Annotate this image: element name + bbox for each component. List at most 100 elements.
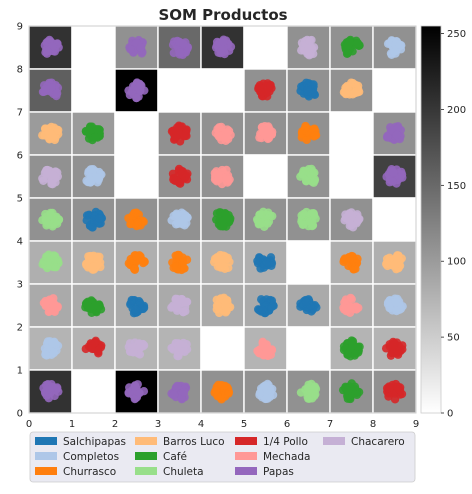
cluster-layer <box>38 35 407 404</box>
som-cell <box>157 68 202 113</box>
cluster-marker <box>381 337 407 360</box>
cluster-marker <box>167 208 192 230</box>
x-tick-label: 9 <box>413 419 419 430</box>
legend-label: Café <box>163 451 187 463</box>
som-cell <box>286 240 331 285</box>
cluster-marker <box>339 251 362 274</box>
cluster-marker <box>38 122 63 145</box>
y-tick-label: 7 <box>17 108 23 119</box>
legend-entry: Papas <box>235 466 294 478</box>
cluster-marker <box>81 251 105 274</box>
legend-swatch <box>135 437 157 445</box>
plot-frame <box>28 25 417 414</box>
legend-swatch <box>235 467 257 475</box>
y-axis: 0 1 2 3 4 5 6 7 8 9 <box>17 22 23 420</box>
cluster-marker <box>168 36 192 60</box>
cluster-marker <box>253 253 277 273</box>
legend-label: Churrasco <box>63 466 116 478</box>
som-cell <box>286 326 331 371</box>
legend-entry: Café <box>135 451 187 463</box>
legend-label: Chuleta <box>163 466 204 478</box>
legend-label: Completos <box>63 451 119 463</box>
legend-label: 1/4 Pollo <box>263 436 308 448</box>
legend-swatch <box>135 452 157 460</box>
cluster-marker <box>255 379 278 404</box>
y-tick-label: 9 <box>17 22 23 33</box>
y-tick-label: 0 <box>17 409 23 420</box>
y-tick-label: 8 <box>17 65 23 76</box>
cluster-marker <box>81 296 106 317</box>
legend-entry: Mechada <box>235 451 310 463</box>
legend-swatch <box>235 437 257 445</box>
cluster-marker <box>338 379 364 404</box>
colorbar-tick-label: 250 <box>447 29 466 40</box>
cluster-marker <box>39 379 63 403</box>
cluster-marker <box>126 295 149 318</box>
cluster-marker <box>167 338 192 361</box>
y-tick-label: 4 <box>17 237 23 248</box>
cluster-marker <box>40 35 63 58</box>
cluster-marker <box>339 293 363 317</box>
legend-entry: Chacarero <box>323 436 405 448</box>
som-cell <box>243 25 288 70</box>
y-tick-label: 1 <box>17 366 23 377</box>
cluster-marker <box>82 165 106 187</box>
x-tick-label: 6 <box>284 419 290 430</box>
cluster-marker <box>296 164 320 187</box>
som-cell <box>200 68 245 113</box>
colorbar-axis: 0 50 100 150 200 250 <box>441 29 466 420</box>
cluster-marker <box>81 336 106 358</box>
cluster-marker <box>382 251 406 274</box>
x-tick-label: 4 <box>198 419 204 430</box>
som-cell <box>329 154 374 199</box>
legend-label: Papas <box>263 466 294 478</box>
cluster-marker <box>297 121 321 145</box>
som-cell <box>157 283 202 328</box>
colorbar-tick-label: 100 <box>447 257 466 268</box>
som-cell <box>114 111 159 156</box>
som-cell <box>71 25 116 70</box>
legend <box>29 431 416 483</box>
cluster-marker <box>252 207 277 232</box>
cluster-marker <box>125 36 147 58</box>
y-tick-label: 5 <box>17 194 23 205</box>
legend-swatch <box>35 437 57 445</box>
som-cell <box>71 369 116 414</box>
legend-label: Chacarero <box>351 436 405 448</box>
legend-swatch <box>323 437 345 445</box>
x-axis: 0 1 2 3 4 5 6 7 8 9 <box>26 419 419 430</box>
cluster-marker <box>382 122 406 145</box>
som-cell <box>243 240 288 285</box>
colorbar-tick-label: 0 <box>447 409 453 420</box>
cluster-marker <box>340 35 364 59</box>
cluster-marker <box>82 207 107 232</box>
legend-swatch <box>235 452 257 460</box>
cluster-marker <box>212 208 235 231</box>
y-tick-label: 6 <box>17 151 23 162</box>
x-tick-label: 7 <box>327 419 333 430</box>
chart-title: SOM Productos <box>158 6 287 24</box>
legend-entry: Completos <box>35 451 119 463</box>
x-tick-label: 2 <box>112 419 118 430</box>
som-cell <box>372 68 417 113</box>
cluster-marker <box>296 78 320 101</box>
cluster-marker <box>211 122 235 146</box>
cluster-marker <box>167 294 192 317</box>
cluster-marker <box>253 337 277 361</box>
legend-label: Mechada <box>263 451 310 463</box>
y-tick-label: 3 <box>17 280 23 291</box>
cluster-marker <box>297 207 320 231</box>
som-cell <box>200 326 245 371</box>
cluster-marker <box>382 165 407 188</box>
cluster-marker <box>340 208 364 232</box>
x-tick-label: 1 <box>69 419 75 430</box>
x-tick-label: 0 <box>26 419 32 430</box>
cluster-marker <box>124 208 148 231</box>
cluster-marker <box>382 379 407 404</box>
x-tick-label: 5 <box>241 419 247 430</box>
cluster-marker <box>339 78 364 99</box>
legend-entry: Chuleta <box>135 466 204 478</box>
cluster-marker <box>210 165 234 189</box>
